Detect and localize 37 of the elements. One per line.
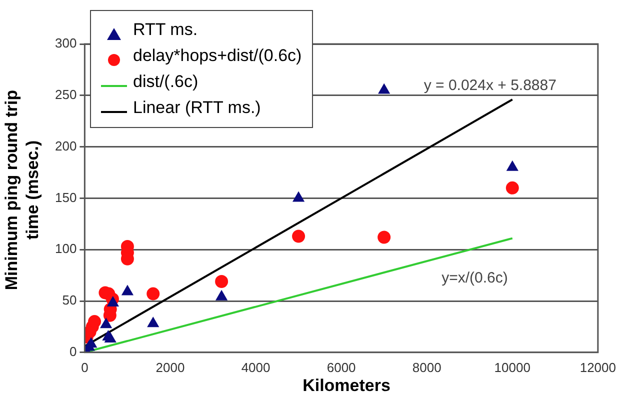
point — [88, 315, 102, 328]
legend-label: RTT ms. — [133, 19, 198, 41]
y-tick-label: 200 — [54, 138, 77, 154]
annotation: y = 0.024x + 5.8887 — [424, 76, 556, 94]
x-tick-label: 10000 — [494, 360, 530, 375]
point — [100, 318, 112, 328]
y-tick-label: 250 — [54, 86, 77, 102]
x-tick-label: 8000 — [412, 360, 442, 375]
point — [292, 230, 306, 243]
x-axis-title: Kilometers — [302, 376, 392, 396]
point — [378, 84, 390, 94]
point — [107, 296, 119, 307]
x-tick-label: 6000 — [326, 360, 356, 375]
y-tick-label: 0 — [69, 344, 77, 359]
point — [378, 230, 391, 244]
point — [147, 317, 159, 328]
point — [506, 181, 519, 194]
point — [292, 192, 304, 202]
x-tick-label: 0 — [81, 360, 88, 375]
point — [506, 160, 518, 171]
y-tick-label: 150 — [54, 190, 77, 205]
point — [122, 285, 134, 296]
legend-label: dist/(.6c) — [133, 71, 198, 93]
point — [146, 287, 160, 300]
legend-label: delay*hops+dist/(0.6c) — [133, 45, 302, 67]
x-tick-label: 4000 — [241, 360, 270, 375]
y-tick-label: 300 — [54, 36, 77, 51]
y-tick-label: 100 — [54, 241, 77, 256]
point — [216, 290, 228, 300]
point — [215, 274, 228, 288]
annotation: y=x/(0.6c) — [442, 270, 508, 287]
y-tick-label: 50 — [62, 292, 77, 308]
x-tick-label: 12000 — [580, 360, 616, 375]
x-tick-label: 2000 — [156, 360, 185, 375]
point — [104, 332, 116, 343]
legend-label: Linear (RTT ms.) — [133, 97, 261, 119]
y-axis-title: Minimum ping round trip time (msec.) — [1, 90, 43, 290]
